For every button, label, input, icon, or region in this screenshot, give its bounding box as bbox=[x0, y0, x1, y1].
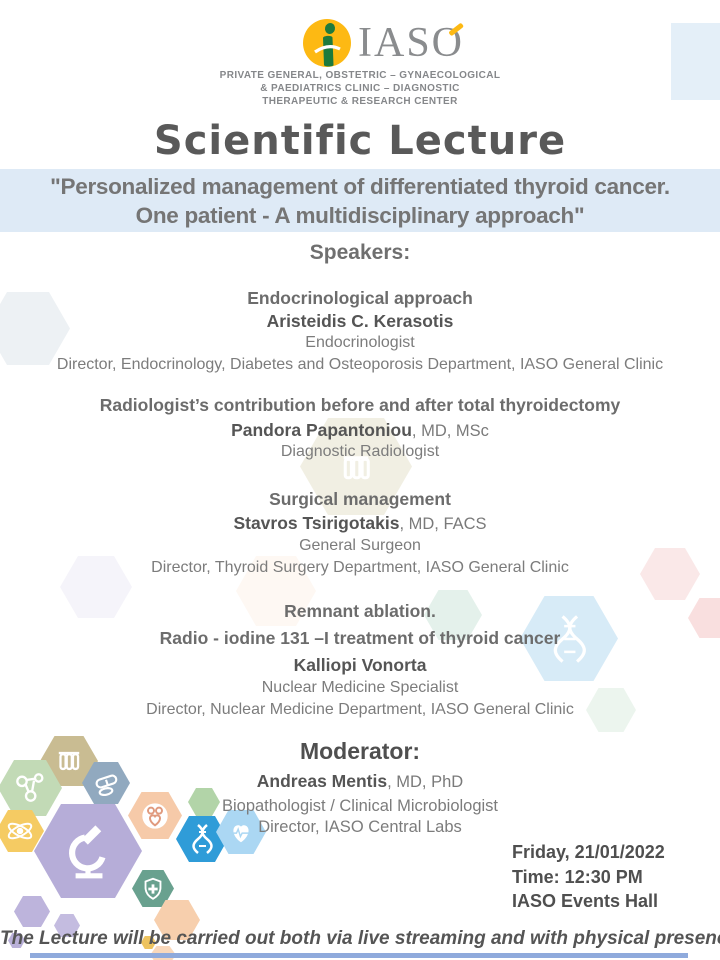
lecture-title-banner: "Personalized management of differentiat… bbox=[0, 169, 720, 232]
footer-note: The Lecture will be carried out both via… bbox=[0, 928, 720, 949]
speaker-role: Endocrinologist bbox=[305, 334, 415, 351]
speaker-topic: Radio - iodine 131 –I treatment of thyro… bbox=[159, 628, 561, 648]
moderator-credentials: , MD, PhD bbox=[387, 773, 464, 791]
small-hexagon bbox=[154, 900, 200, 940]
iaso-figure-icon bbox=[302, 18, 352, 68]
moderator-affiliation: Director, IASO Central Labs bbox=[258, 818, 462, 836]
speaker-name-line: Aristeidis C. Kerasotis bbox=[0, 311, 720, 332]
speakers-heading: Speakers: bbox=[309, 241, 411, 264]
microscope-icon bbox=[34, 804, 142, 898]
moderator-role: Biopathologist / Clinical Microbiologist bbox=[221, 797, 499, 815]
lecture-title-line1: "Personalized management of differentiat… bbox=[50, 173, 670, 199]
small-hexagon bbox=[141, 936, 156, 949]
speaker-credentials: , MD, MSc bbox=[411, 422, 489, 440]
event-time: Time: 12:30 PM bbox=[512, 866, 643, 887]
clinic-description-line: PRIVATE GENERAL, OBSTETRIC – GYNAECOLOGI… bbox=[219, 70, 501, 81]
speaker-topic: Remnant ablation. bbox=[284, 601, 436, 621]
speaker-topic: Radiologist’s contribution before and af… bbox=[99, 395, 621, 415]
lecture-title-line2: One patient - A multidisciplinary approa… bbox=[135, 202, 585, 228]
speaker-name: Aristeidis C. Kerasotis bbox=[266, 311, 454, 331]
speaker-affiliation: Director, Thyroid Surgery Department, IA… bbox=[151, 559, 569, 576]
clinic-description-line: & PAEDIATRICS CLINIC – DIAGNOSTIC bbox=[260, 83, 460, 94]
speaker-name: Pandora Papantoniou bbox=[231, 420, 412, 440]
speaker-topic: Surgical management bbox=[269, 489, 451, 509]
speaker-credentials: , MD, FACS bbox=[399, 515, 487, 533]
speaker-topic: Endocrinological approach bbox=[247, 288, 473, 308]
moderator-name: Andreas Mentis bbox=[256, 771, 388, 791]
speaker-role: General Surgeon bbox=[299, 537, 421, 554]
small-hexagon bbox=[8, 933, 25, 948]
clinic-description-line: THERAPEUTIC & RESEARCH CENTER bbox=[262, 96, 458, 107]
moderator-name-line: Andreas Mentis, MD, PhD bbox=[0, 771, 720, 792]
speaker-name: Stavros Tsirigotakis bbox=[233, 513, 400, 533]
speaker-name-line: Pandora Papantoniou, MD, MSc bbox=[0, 420, 720, 441]
dna-icon bbox=[176, 816, 228, 862]
speaker-role: Diagnostic Radiologist bbox=[280, 443, 440, 460]
event-date: Friday, 21/01/2022 bbox=[512, 842, 665, 862]
small-hexagon bbox=[14, 896, 50, 927]
speaker-name-line: Stavros Tsirigotakis, MD, FACS bbox=[0, 513, 720, 534]
small-hexagon bbox=[188, 788, 220, 816]
corner-decoration bbox=[671, 23, 720, 100]
speaker-name: Kalliopi Vonorta bbox=[293, 655, 427, 675]
speaker-affiliation: Director, Endocrinology, Diabetes and Os… bbox=[56, 356, 664, 373]
small-hexagon bbox=[54, 914, 80, 937]
moderator-heading: Moderator: bbox=[299, 738, 421, 764]
pills-icon bbox=[82, 762, 130, 804]
speaker-affiliation: Director, Nuclear Medicine Department, I… bbox=[146, 701, 574, 718]
faint-hexagon bbox=[236, 556, 316, 626]
event-details: Friday, 21/01/2022 Time: 12:30 PM IASO E… bbox=[512, 840, 665, 914]
speaker-name-line: Kalliopi Vonorta bbox=[0, 655, 720, 676]
iaso-wordmark: IASO bbox=[358, 20, 465, 66]
speaker-role: Nuclear Medicine Specialist bbox=[261, 679, 459, 696]
faint-hexagon bbox=[640, 548, 700, 600]
bottom-bar-decoration bbox=[30, 953, 688, 958]
event-venue: IASO Events Hall bbox=[512, 891, 659, 911]
page-title: Scientific Lecture bbox=[153, 118, 567, 164]
